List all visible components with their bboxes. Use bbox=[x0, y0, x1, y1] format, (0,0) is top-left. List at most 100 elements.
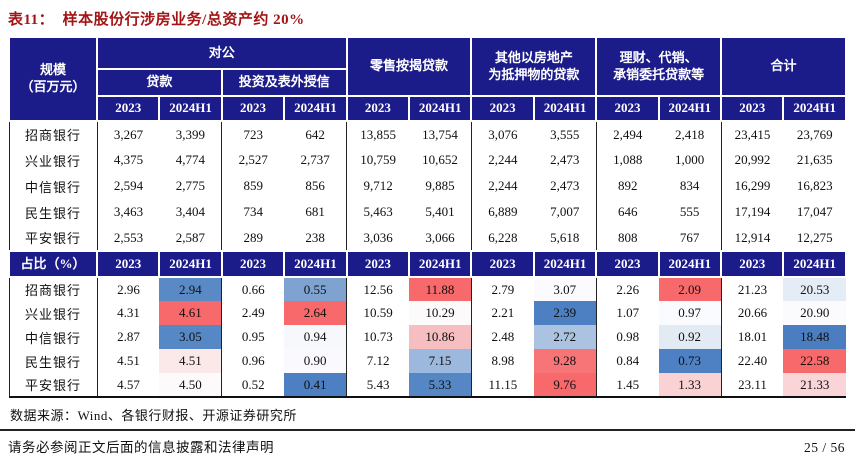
value-cell: 16,299 bbox=[734, 178, 771, 193]
bank-name: 中信银行 bbox=[8, 173, 98, 199]
value-cell: 0.52 bbox=[221, 373, 285, 398]
value-cell: 18.48 bbox=[783, 325, 846, 349]
value-cell: 555 bbox=[658, 199, 722, 225]
value-cell: 12.56 bbox=[363, 281, 393, 297]
subgroup-header-loans: 贷款 bbox=[96, 68, 223, 97]
value-cell: 20,992 bbox=[734, 152, 771, 167]
value-cell: 2.21 bbox=[491, 305, 515, 320]
value-cell: 6,889 bbox=[488, 204, 518, 219]
value-cell: 681 bbox=[284, 199, 348, 225]
table-row: 兴业银行 4.31 4.61 2.49 2.64 10.59 10.29 2.21 2.39 1.… bbox=[8, 301, 846, 325]
year-header: 2023 bbox=[470, 95, 535, 122]
disclaimer-text: 请务必参阅正文后面的信息披露和法律声明 bbox=[8, 440, 274, 455]
year-header: 2023 bbox=[470, 250, 535, 278]
corner-header-scale: 规模 （百万元） bbox=[8, 36, 98, 122]
value-cell: 4.50 bbox=[159, 373, 223, 398]
value-cell: 20.90 bbox=[783, 301, 846, 325]
value-cell: 21.33 bbox=[783, 373, 846, 398]
header-group-row: 规模 （百万元） 对公 零售按揭贷款 其他以房地产 为抵押物的贷款 理财、代销、… bbox=[8, 36, 847, 122]
value-cell: 9.28 bbox=[533, 349, 597, 373]
value-cell: 2,594 bbox=[113, 178, 144, 193]
group-header-total: 合计 bbox=[720, 36, 847, 97]
value-cell: 723 bbox=[243, 126, 264, 142]
value-cell: 3,066 bbox=[409, 225, 472, 251]
group-header-retail-mortgage: 零售按揭贷款 bbox=[345, 36, 473, 97]
value-cell: 3.07 bbox=[533, 277, 597, 301]
value-cell: 17,047 bbox=[796, 204, 833, 219]
value-cell: 9.76 bbox=[533, 373, 597, 398]
value-cell: 1.33 bbox=[658, 373, 722, 398]
year-header: 2023 bbox=[345, 250, 411, 278]
value-cell: 22.58 bbox=[783, 349, 846, 373]
year-header: 2023 bbox=[595, 250, 660, 278]
value-cell: 1.07 bbox=[616, 305, 640, 320]
year-header: 2023 bbox=[595, 95, 660, 122]
footer-divider bbox=[0, 429, 855, 431]
bank-real-estate-table: 规模 （百万元） 对公 零售按揭贷款 其他以房地产 为抵押物的贷款 理财、代销、… bbox=[8, 36, 847, 398]
table-row: 兴业银行 4,375 4,774 2,527 2,737 10,759 10,652 2,24… bbox=[8, 147, 846, 173]
value-cell: 12,275 bbox=[796, 229, 833, 245]
value-cell: 3.05 bbox=[159, 325, 223, 349]
group-header-wealth-management: 理财、代销、 承销委托贷款等 bbox=[595, 36, 723, 97]
year-header: 2024H1 bbox=[283, 95, 348, 122]
value-cell: 18.01 bbox=[737, 329, 768, 344]
value-cell: 9,712 bbox=[363, 178, 393, 193]
value-cell: 13,855 bbox=[360, 126, 396, 142]
bank-name: 平安银行 bbox=[8, 225, 98, 251]
value-cell: 13,754 bbox=[409, 121, 472, 147]
year-header: 2024H1 bbox=[158, 250, 223, 278]
bank-name: 民生银行 bbox=[8, 199, 98, 225]
value-cell: 10.59 bbox=[363, 305, 393, 320]
value-cell: 11.15 bbox=[471, 373, 534, 398]
value-cell: 2.87 bbox=[117, 329, 140, 344]
value-cell: 21.23 bbox=[737, 281, 768, 297]
bank-name: 招商银行 bbox=[8, 121, 98, 147]
value-cell: 0.41 bbox=[284, 373, 348, 398]
value-cell: 10.29 bbox=[409, 301, 472, 325]
year-header: 2024H1 bbox=[532, 250, 598, 278]
header-subgroup-row: 贷款 投资及表外授信 bbox=[9, 68, 846, 97]
subgroup-header-investment: 投资及表外授信 bbox=[220, 68, 348, 97]
value-cell: 0.94 bbox=[284, 325, 348, 349]
value-cell: 1,088 bbox=[613, 152, 643, 167]
table-row: 平安银行 4.57 4.50 0.52 0.41 5.43 5.33 11.15 9.76 1.4… bbox=[8, 373, 846, 398]
pct-section: 招商银行 2.96 2.94 0.66 0.55 12.56 11.88 2.79 3.07 2.… bbox=[8, 277, 846, 398]
value-cell: 0.90 bbox=[284, 349, 348, 373]
value-cell: 16,823 bbox=[796, 178, 833, 193]
value-cell: 22.40 bbox=[737, 353, 768, 368]
value-cell: 2,775 bbox=[159, 173, 223, 199]
year-header: 2023 bbox=[95, 250, 161, 278]
value-cell: 4.61 bbox=[159, 301, 223, 325]
value-cell: 4,774 bbox=[159, 147, 223, 173]
year-header: 2024H1 bbox=[657, 250, 723, 278]
value-cell: 2,587 bbox=[159, 225, 223, 251]
value-cell: 2.48 bbox=[491, 329, 515, 344]
value-cell: 2,494 bbox=[613, 126, 643, 142]
value-cell: 5.33 bbox=[409, 373, 472, 398]
value-cell: 11.88 bbox=[409, 277, 472, 301]
value-cell: 10.73 bbox=[363, 329, 393, 344]
value-cell: 892 bbox=[617, 178, 638, 193]
value-cell: 8.98 bbox=[491, 353, 515, 368]
table-row: 民生银行 3,463 3,404 734 681 5,463 5,401 6,889 7,007… bbox=[8, 199, 846, 225]
value-cell: 7.15 bbox=[409, 349, 472, 373]
scale-section: 招商银行 3,267 3,399 723 642 13,855 13,754 3,076 3,5… bbox=[8, 121, 846, 251]
value-cell: 3,036 bbox=[363, 229, 393, 245]
value-cell: 10.86 bbox=[409, 325, 472, 349]
value-cell: 3,399 bbox=[159, 121, 223, 147]
page-number: 25 / 56 bbox=[803, 440, 845, 455]
value-cell: 859 bbox=[243, 178, 264, 193]
value-cell: 2.72 bbox=[533, 325, 597, 349]
value-cell: 0.95 bbox=[241, 329, 265, 344]
year-header: 2023 bbox=[95, 95, 161, 122]
pct-section-label: 占比（%） bbox=[8, 250, 98, 278]
value-cell: 17,194 bbox=[734, 204, 771, 219]
year-header: 2024H1 bbox=[782, 250, 847, 278]
year-header: 2024H1 bbox=[408, 95, 473, 122]
year-header: 2023 bbox=[220, 250, 286, 278]
data-source-note: 数据来源：Wind、各银行财报、开源证券研究所 bbox=[10, 408, 297, 423]
value-cell: 834 bbox=[658, 173, 722, 199]
group-header-corporate: 对公 bbox=[96, 36, 348, 70]
year-header: 2024H1 bbox=[782, 95, 847, 122]
value-cell: 7.12 bbox=[366, 353, 390, 368]
